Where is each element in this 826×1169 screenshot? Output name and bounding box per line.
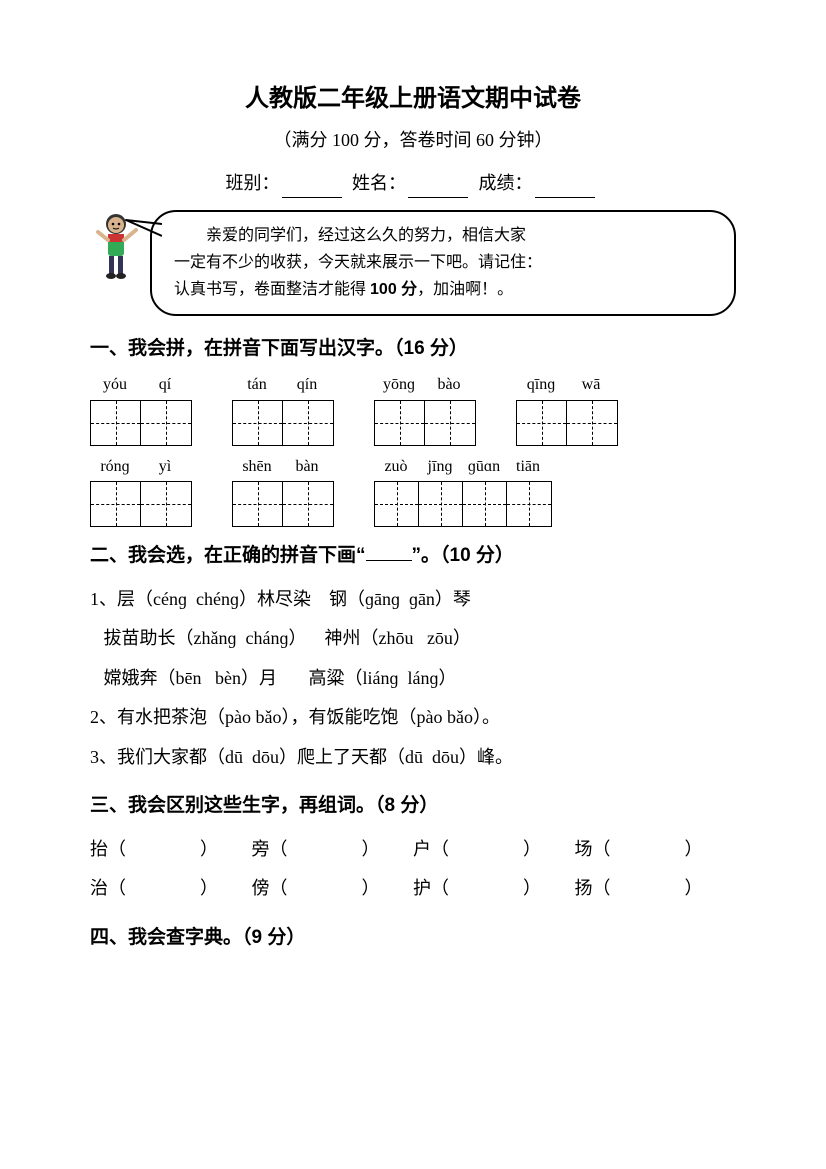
pinyin-syllable: qīnɡ bbox=[516, 372, 566, 398]
q2-line-2: 拔苗助长（zhǎnɡ chánɡ） 神州（zhōu zōu） bbox=[90, 619, 736, 659]
word-pair-item: 旁（） bbox=[252, 830, 414, 870]
section-2-body: 1、层（cénɡ chénɡ）林尽染 钢（ɡānɡ ɡān）琴 拔苗助长（zhǎ… bbox=[90, 580, 736, 778]
pinyin-syllable: qín bbox=[282, 372, 332, 398]
pinyin-syllable: yóu bbox=[90, 372, 140, 398]
hanzi-cell[interactable] bbox=[141, 482, 191, 526]
hanzi-cell[interactable] bbox=[91, 401, 141, 445]
hanzi-grid[interactable] bbox=[232, 400, 334, 446]
pinyin-grid-row-2: rónɡyì shēnbàn zuòjīnɡɡūɑntiān bbox=[90, 454, 736, 528]
hanzi-grid[interactable] bbox=[90, 481, 192, 527]
pinyin-syllable: yōnɡ bbox=[374, 372, 424, 398]
hanzi-grid[interactable] bbox=[374, 481, 552, 527]
pinyin-syllable: qí bbox=[140, 372, 190, 398]
word-pair-item: 场（） bbox=[575, 830, 737, 870]
word-pair-item: 治（） bbox=[90, 869, 252, 909]
speech-line-2: 一定有不少的收获，今天就来展示一下吧。请记住： bbox=[174, 254, 542, 271]
speech-bubble: 亲爱的同学们，经过这么久的努力，相信大家 一定有不少的收获，今天就来展示一下吧。… bbox=[150, 210, 736, 316]
pinyin-syllable: zuò bbox=[374, 454, 418, 480]
pinyin-syllable: ɡūɑn bbox=[462, 454, 506, 480]
class-blank[interactable] bbox=[282, 180, 342, 198]
q2-line-3: 嫦娥奔（bēn bèn）月 高粱（liánɡ lánɡ） bbox=[90, 659, 736, 699]
hanzi-grid[interactable] bbox=[374, 400, 476, 446]
pinyin-block: tánqín bbox=[232, 372, 334, 446]
pinyin-block: zuòjīnɡɡūɑntiān bbox=[374, 454, 552, 528]
pinyin-syllable: yì bbox=[140, 454, 190, 480]
hanzi-cell[interactable] bbox=[233, 401, 283, 445]
section-3-body: 抬（）旁（）户（）场（） 治（）傍（）护（）扬（） bbox=[90, 830, 736, 909]
student-info-line: 班别： 姓名： 成绩： bbox=[90, 169, 736, 198]
name-blank[interactable] bbox=[408, 180, 468, 198]
hanzi-cell[interactable] bbox=[507, 482, 551, 526]
page-title: 人教版二年级上册语文期中试卷 bbox=[90, 80, 736, 118]
pinyin-grid-row-1: yóuqí tánqín yōnɡbào qīnɡwā bbox=[90, 372, 736, 446]
pinyin-block: yóuqí bbox=[90, 372, 192, 446]
pinyin-labels: zuòjīnɡɡūɑntiān bbox=[374, 454, 550, 480]
word-pair-item: 护（） bbox=[413, 869, 575, 909]
speech-line-1: 亲爱的同学们，经过这么久的努力，相信大家 bbox=[206, 227, 526, 244]
pinyin-syllable: wā bbox=[566, 372, 616, 398]
page-subtitle: （满分 100 分，答卷时间 60 分钟） bbox=[90, 126, 736, 155]
word-row-1: 抬（）旁（）户（）场（） bbox=[90, 830, 736, 870]
underline-sample bbox=[366, 560, 412, 561]
section-3-heading: 三、我会区别这些生字，再组词。（8 分） bbox=[90, 791, 736, 821]
pinyin-syllable: bào bbox=[424, 372, 474, 398]
hanzi-cell[interactable] bbox=[419, 482, 463, 526]
section-2-heading: 二、我会选，在正确的拼音下画“ ”。（10 分） bbox=[90, 541, 736, 571]
section-2-heading-a: 二、我会选，在正确的拼音下画“ bbox=[90, 545, 366, 566]
hanzi-grid[interactable] bbox=[90, 400, 192, 446]
hanzi-cell[interactable] bbox=[567, 401, 617, 445]
pinyin-syllable: shēn bbox=[232, 454, 282, 480]
section-4-heading: 四、我会查字典。（9 分） bbox=[90, 923, 736, 953]
pinyin-syllable: rónɡ bbox=[90, 454, 140, 480]
pinyin-syllable: tán bbox=[232, 372, 282, 398]
word-pair-item: 户（） bbox=[413, 830, 575, 870]
word-pair-item: 扬（） bbox=[575, 869, 737, 909]
pinyin-labels: yóuqí bbox=[90, 372, 190, 398]
hanzi-cell[interactable] bbox=[375, 482, 419, 526]
word-row-2: 治（）傍（）护（）扬（） bbox=[90, 869, 736, 909]
score-label: 成绩： bbox=[479, 173, 533, 193]
q2-line-4: 2、有水把茶泡（pào bǎo），有饭能吃饱（pào bǎo）。 bbox=[90, 698, 736, 738]
pinyin-labels: qīnɡwā bbox=[516, 372, 616, 398]
q2-line-1: 1、层（cénɡ chénɡ）林尽染 钢（ɡānɡ ɡān）琴 bbox=[90, 580, 736, 620]
hanzi-cell[interactable] bbox=[463, 482, 507, 526]
hanzi-cell[interactable] bbox=[375, 401, 425, 445]
pinyin-labels: shēnbàn bbox=[232, 454, 332, 480]
pinyin-block: qīnɡwā bbox=[516, 372, 618, 446]
speech-tail-icon bbox=[122, 218, 162, 242]
pinyin-block: shēnbàn bbox=[232, 454, 334, 528]
pinyin-labels: rónɡyì bbox=[90, 454, 190, 480]
speech-score: 100 分 bbox=[370, 281, 417, 298]
word-pair-item: 傍（） bbox=[252, 869, 414, 909]
pinyin-block: yōnɡbào bbox=[374, 372, 476, 446]
hanzi-cell[interactable] bbox=[283, 482, 333, 526]
q2-line-5: 3、我们大家都（dū dōu）爬上了天都（dū dōu）峰。 bbox=[90, 738, 736, 778]
section-2-heading-b: ”。（10 分） bbox=[412, 545, 514, 566]
hanzi-cell[interactable] bbox=[233, 482, 283, 526]
speech-line-3c: ，加油啊！。 bbox=[417, 281, 513, 298]
pinyin-labels: yōnɡbào bbox=[374, 372, 474, 398]
pinyin-block: rónɡyì bbox=[90, 454, 192, 528]
score-blank[interactable] bbox=[535, 180, 595, 198]
hanzi-cell[interactable] bbox=[425, 401, 475, 445]
pinyin-syllable: bàn bbox=[282, 454, 332, 480]
pinyin-syllable: tiān bbox=[506, 454, 550, 480]
hanzi-cell[interactable] bbox=[517, 401, 567, 445]
mascot-speech-row: 亲爱的同学们，经过这么久的努力，相信大家 一定有不少的收获，今天就来展示一下吧。… bbox=[90, 210, 736, 316]
speech-line-3a: 认真书写，卷面整洁才能得 bbox=[174, 281, 370, 298]
hanzi-grid[interactable] bbox=[516, 400, 618, 446]
hanzi-cell[interactable] bbox=[283, 401, 333, 445]
hanzi-grid[interactable] bbox=[232, 481, 334, 527]
hanzi-cell[interactable] bbox=[141, 401, 191, 445]
section-1-heading: 一、我会拼，在拼音下面写出汉字。（16 分） bbox=[90, 334, 736, 364]
name-label: 姓名： bbox=[352, 173, 406, 193]
pinyin-syllable: jīnɡ bbox=[418, 454, 462, 480]
pinyin-labels: tánqín bbox=[232, 372, 332, 398]
hanzi-cell[interactable] bbox=[91, 482, 141, 526]
word-pair-item: 抬（） bbox=[90, 830, 252, 870]
class-label: 班别： bbox=[226, 173, 280, 193]
